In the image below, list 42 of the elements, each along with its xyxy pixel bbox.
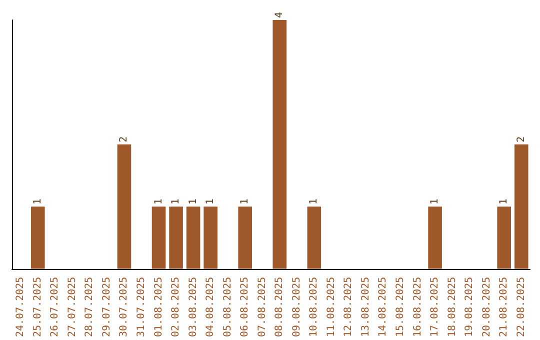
x-tick-label: 11.08.2025 (326, 276, 337, 338)
x-tick-label: 26.07.2025 (50, 276, 61, 338)
x-tick-label: 13.08.2025 (360, 276, 372, 338)
data-label: 1 (153, 198, 164, 205)
x-tick-label: 19.08.2025 (464, 276, 476, 338)
data-label: 1 (240, 198, 251, 205)
x-tick-label: 25.07.2025 (32, 276, 44, 338)
x-tick-label: 30.07.2025 (118, 276, 130, 338)
x-tick-label: 21.08.2025 (498, 276, 510, 338)
x-tick-label: 24.07.2025 (15, 276, 26, 338)
x-tick-label: 15.08.2025 (395, 276, 406, 338)
x-tick-label: 29.07.2025 (101, 276, 112, 338)
data-label: 4 (274, 12, 286, 18)
x-tick-label: 06.08.2025 (240, 276, 251, 338)
x-tick-label: 28.07.2025 (84, 276, 96, 338)
data-label: 1 (170, 198, 182, 205)
x-tick-label: 22.08.2025 (516, 276, 527, 338)
x-tick-label: 16.08.2025 (412, 276, 424, 338)
data-label: 1 (430, 198, 441, 205)
x-tick-label: 18.08.2025 (446, 276, 458, 338)
data-label: 1 (308, 198, 320, 205)
x-tick-label: 14.08.2025 (378, 276, 389, 338)
x-tick-label: 27.07.2025 (66, 276, 78, 338)
x-tick-label: 08.08.2025 (274, 276, 286, 338)
x-tick-label: 17.08.2025 (430, 276, 441, 338)
data-label: 1 (498, 198, 510, 205)
x-tick-label: 02.08.2025 (170, 276, 182, 338)
x-tick-label: 01.08.2025 (153, 276, 164, 338)
data-label: 1 (188, 198, 199, 205)
x-tick-label: 31.07.2025 (136, 276, 147, 338)
x-tick-label: 09.08.2025 (291, 276, 302, 338)
data-label: 2 (516, 136, 527, 142)
data-label: 1 (205, 198, 216, 205)
x-tick-label: 07.08.2025 (256, 276, 268, 338)
x-tick-label: 12.08.2025 (343, 276, 354, 338)
x-tick-label: 10.08.2025 (308, 276, 320, 338)
x-tick-label: 05.08.2025 (222, 276, 234, 338)
x-tick-label: 04.08.2025 (205, 276, 216, 338)
x-tick-label: 03.08.2025 (188, 276, 199, 338)
data-label: 1 (32, 198, 44, 205)
x-tick-label: 20.08.2025 (481, 276, 492, 338)
data-label: 2 (118, 136, 130, 142)
